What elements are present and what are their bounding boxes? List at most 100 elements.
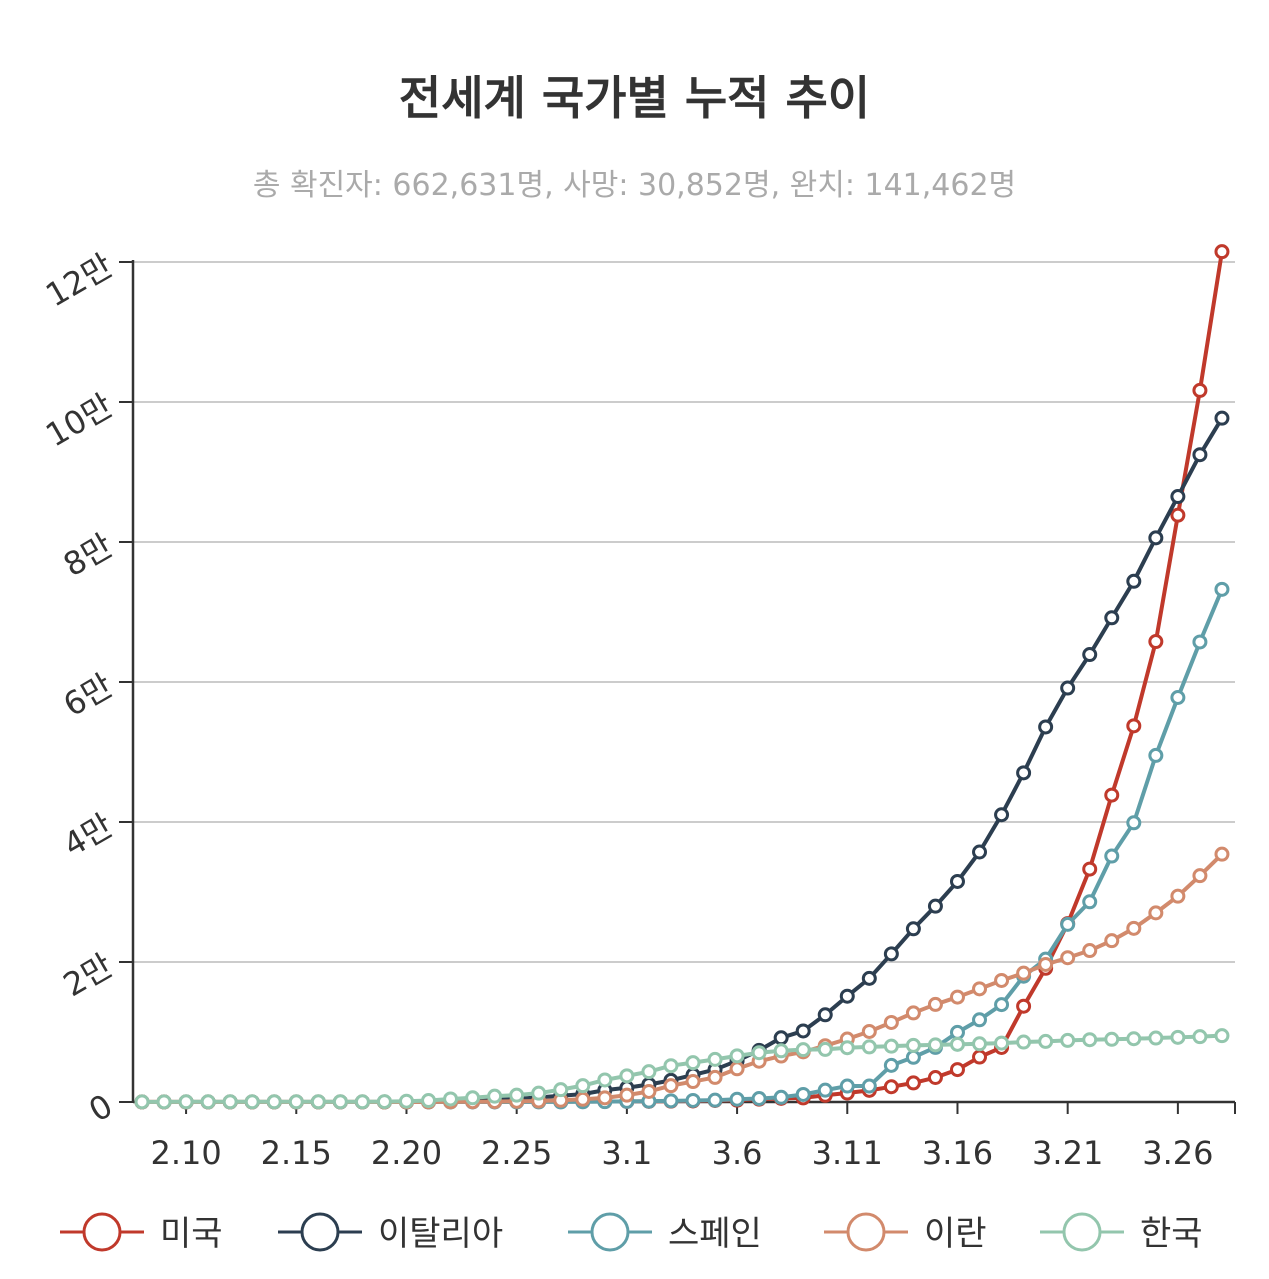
data-point	[597, 1072, 613, 1088]
data-point	[994, 972, 1010, 988]
data-point	[376, 1094, 392, 1110]
data-point	[487, 1088, 503, 1104]
legend-item[interactable]: 한국	[1040, 1212, 1203, 1254]
series-4	[134, 1028, 1230, 1110]
data-point	[905, 1075, 921, 1091]
data-point	[1126, 718, 1142, 734]
legend-marker	[1062, 1212, 1102, 1252]
legend: 미국 이탈리아 스페인 이란 한국	[60, 1212, 1203, 1254]
data-point	[1170, 689, 1186, 705]
data-point	[861, 1078, 877, 1094]
data-point	[883, 1014, 899, 1030]
data-point	[972, 1036, 988, 1052]
data-point	[421, 1093, 437, 1109]
data-point	[1082, 894, 1098, 910]
data-point	[1148, 905, 1164, 921]
y-tick-label: 10만	[39, 386, 119, 454]
data-point	[1192, 1029, 1208, 1045]
data-point	[1038, 719, 1054, 735]
data-point	[1170, 489, 1186, 505]
data-point	[1192, 382, 1208, 398]
data-point	[619, 1087, 635, 1103]
data-point	[773, 1043, 789, 1059]
series-3	[134, 846, 1230, 1110]
series-1	[134, 410, 1230, 1110]
data-point	[707, 1069, 723, 1085]
x-tick-label: 2.20	[371, 1134, 442, 1172]
data-point	[156, 1094, 172, 1110]
y-tick-label: 2만	[57, 946, 119, 1004]
data-point	[817, 1082, 833, 1098]
data-point	[751, 1091, 767, 1106]
data-point	[1214, 581, 1230, 597]
data-point	[883, 1038, 899, 1054]
data-point	[972, 1012, 988, 1028]
data-point	[1192, 634, 1208, 650]
y-tick-label: 12만	[39, 246, 119, 314]
data-point	[1104, 848, 1120, 864]
data-point	[1104, 1031, 1120, 1047]
data-point	[861, 1039, 877, 1055]
x-tick-label: 3.16	[922, 1134, 993, 1172]
legend-marker	[846, 1212, 886, 1252]
legend-item[interactable]: 스페인	[568, 1212, 762, 1254]
y-tick-label: 0	[82, 1086, 119, 1129]
data-point	[972, 981, 988, 997]
data-point	[795, 1042, 811, 1058]
data-point	[817, 1007, 833, 1023]
data-point	[398, 1093, 414, 1109]
grid-lines	[133, 261, 1235, 963]
data-point	[994, 1035, 1010, 1051]
x-tick-label: 2.15	[261, 1134, 332, 1172]
data-point	[905, 1037, 921, 1053]
data-point	[883, 1079, 899, 1095]
data-point	[244, 1094, 260, 1110]
data-point	[1148, 1030, 1164, 1046]
data-point	[1126, 815, 1142, 831]
data-point	[1148, 634, 1164, 650]
data-point	[817, 1041, 833, 1057]
data-point	[729, 1048, 745, 1064]
data-point	[972, 844, 988, 860]
data-point	[927, 996, 943, 1012]
series-line	[141, 1033, 1223, 1104]
data-point	[1016, 1034, 1032, 1050]
data-point	[1126, 1031, 1142, 1047]
legend-marker	[590, 1212, 630, 1252]
data-point	[1214, 244, 1230, 260]
data-point	[509, 1087, 525, 1103]
legend-item[interactable]: 이란	[824, 1212, 987, 1254]
legend-marker	[82, 1212, 122, 1252]
data-point	[905, 1005, 921, 1021]
data-point	[663, 1093, 679, 1109]
data-point	[972, 1049, 988, 1065]
data-point	[839, 988, 855, 1004]
data-point	[1170, 888, 1186, 904]
data-point	[685, 1092, 701, 1108]
data-point	[1082, 1032, 1098, 1048]
legend-label: 이란	[924, 1214, 987, 1254]
data-point	[949, 1024, 965, 1040]
data-point	[861, 970, 877, 986]
data-point	[839, 1078, 855, 1094]
data-point	[795, 1086, 811, 1102]
data-point	[1060, 680, 1076, 696]
data-point	[1016, 765, 1032, 781]
legend-item[interactable]: 미국	[60, 1212, 223, 1254]
legend-label: 이탈리아	[378, 1214, 503, 1254]
data-point	[927, 898, 943, 914]
data-point	[134, 1094, 150, 1110]
data-point	[949, 989, 965, 1005]
data-point	[641, 1083, 657, 1099]
data-point	[1126, 573, 1142, 589]
legend-item[interactable]: 이탈리아	[278, 1212, 503, 1254]
data-point	[729, 1061, 745, 1077]
data-point	[994, 807, 1010, 823]
data-point	[861, 1023, 877, 1039]
data-point	[927, 1037, 943, 1053]
series-line	[142, 417, 1224, 1104]
legend-label: 미국	[160, 1214, 223, 1254]
series-lines	[134, 244, 1230, 1110]
data-point	[332, 1094, 348, 1110]
